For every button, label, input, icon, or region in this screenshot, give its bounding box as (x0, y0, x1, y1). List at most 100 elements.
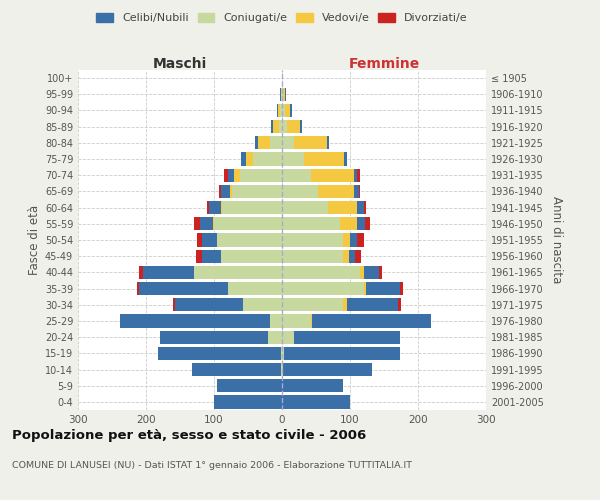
Bar (304, 152, 344, 166)
Bar (217, 234, 282, 246)
Bar (257, 136, 270, 149)
Bar (197, 234, 202, 246)
Bar (360, 266, 364, 279)
Bar (278, 104, 280, 117)
Bar (255, 136, 257, 149)
Bar (282, 120, 287, 134)
Bar (219, 185, 221, 198)
Bar (282, 185, 318, 198)
Bar (357, 234, 364, 246)
Bar (343, 234, 350, 246)
Bar (284, 346, 400, 360)
Bar (137, 282, 139, 295)
Bar (282, 314, 311, 328)
Bar (268, 330, 282, 344)
Bar (287, 120, 299, 134)
Bar (312, 314, 431, 328)
Y-axis label: Fasce di età: Fasce di età (28, 205, 41, 275)
Bar (328, 201, 358, 214)
Bar (283, 363, 372, 376)
Bar (282, 330, 294, 344)
Bar (354, 168, 358, 182)
Bar (294, 330, 400, 344)
Bar (221, 250, 282, 263)
Bar (227, 282, 282, 295)
Bar (120, 314, 270, 328)
Bar (282, 168, 311, 182)
Bar (343, 298, 347, 312)
Bar (343, 250, 349, 263)
Bar (290, 104, 292, 117)
Bar (202, 250, 221, 263)
Bar (196, 250, 202, 263)
Bar (160, 330, 268, 344)
Bar (139, 282, 227, 295)
Bar (282, 88, 283, 101)
Bar (349, 250, 355, 263)
Bar (232, 185, 282, 198)
Bar (221, 185, 230, 198)
Bar (209, 201, 221, 214)
Bar (273, 120, 278, 134)
Bar (357, 217, 365, 230)
Bar (253, 152, 282, 166)
Bar (235, 168, 240, 182)
Bar (217, 379, 282, 392)
Bar (364, 282, 365, 295)
Bar (194, 266, 282, 279)
Bar (294, 136, 327, 149)
Bar (365, 217, 370, 230)
Bar (365, 282, 400, 295)
Bar (214, 217, 282, 230)
Bar (400, 282, 403, 295)
Bar (350, 234, 357, 246)
Bar (282, 104, 285, 117)
Bar (192, 363, 281, 376)
Bar (278, 120, 282, 134)
Bar (311, 168, 354, 182)
Bar (241, 152, 246, 166)
Legend: Celibi/Nubili, Coniugati/e, Vedovi/e, Divorziati/e: Celibi/Nubili, Coniugati/e, Vedovi/e, Di… (92, 8, 472, 28)
Bar (379, 266, 382, 279)
Bar (143, 266, 194, 279)
Bar (246, 152, 253, 166)
Bar (347, 298, 398, 312)
Bar (282, 201, 328, 214)
Bar (283, 88, 286, 101)
Bar (221, 201, 222, 214)
Bar (227, 168, 235, 182)
Bar (242, 298, 282, 312)
Bar (282, 396, 350, 408)
Bar (282, 346, 284, 360)
Bar (222, 201, 282, 214)
Bar (270, 136, 282, 149)
Bar (202, 234, 217, 246)
Bar (318, 185, 354, 198)
Bar (282, 250, 343, 263)
Bar (282, 217, 340, 230)
Bar (282, 298, 343, 312)
Bar (280, 88, 281, 101)
Bar (281, 346, 282, 360)
Bar (358, 168, 359, 182)
Bar (173, 298, 175, 312)
Bar (270, 314, 282, 328)
Bar (194, 217, 200, 230)
Bar (364, 266, 379, 279)
Bar (282, 152, 304, 166)
Bar (285, 104, 290, 117)
Bar (299, 120, 302, 134)
Bar (158, 346, 281, 360)
Bar (207, 201, 209, 214)
Bar (354, 185, 359, 198)
Bar (311, 314, 312, 328)
Bar (364, 201, 365, 214)
Bar (271, 120, 273, 134)
Y-axis label: Anni di nascita: Anni di nascita (550, 196, 563, 284)
Bar (175, 298, 242, 312)
Bar (282, 136, 294, 149)
Text: Femmine: Femmine (349, 57, 419, 71)
Bar (344, 152, 347, 166)
Bar (282, 363, 283, 376)
Bar (281, 363, 282, 376)
